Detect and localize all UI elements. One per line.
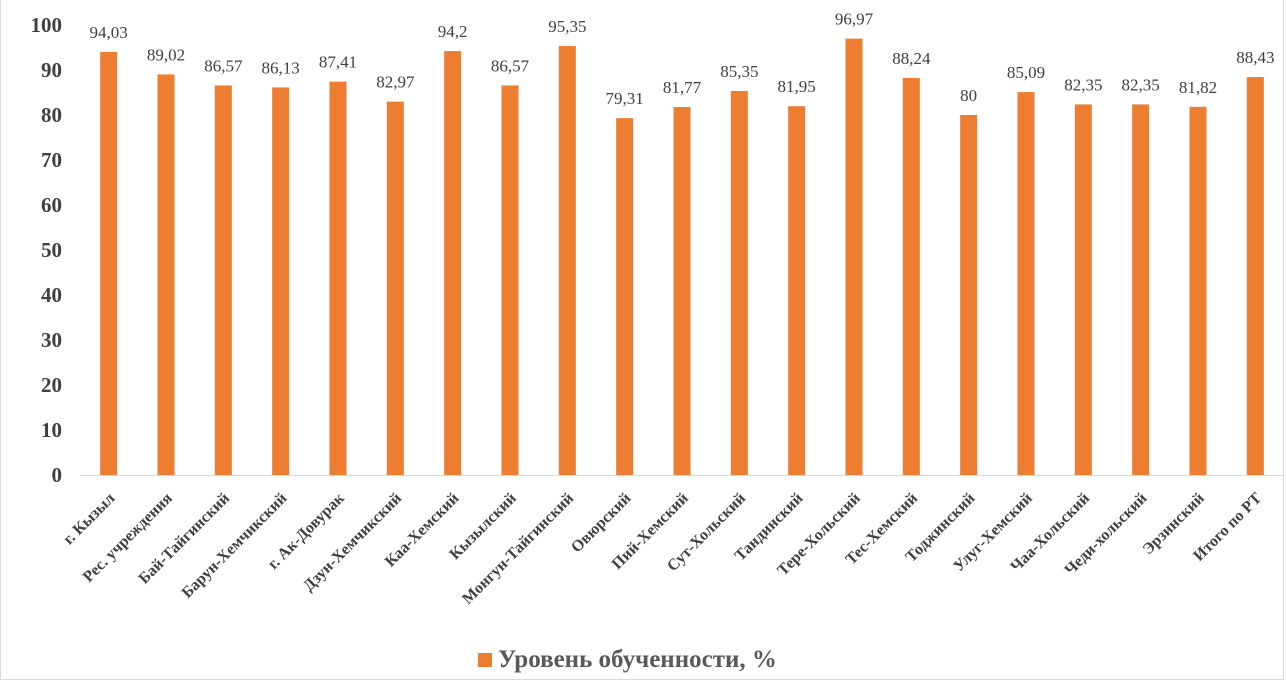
bar [272, 87, 289, 475]
x-tick-label: Монгун-Тайгинский [459, 490, 577, 608]
y-tick-label: 90 [41, 58, 62, 82]
y-tick-label: 70 [41, 148, 62, 172]
data-label: 79,31 [606, 89, 644, 108]
bar [158, 74, 175, 475]
data-label: 96,97 [835, 10, 874, 29]
bar [674, 107, 691, 475]
data-label: 82,35 [1064, 75, 1102, 94]
data-label: 86,57 [204, 56, 243, 75]
bar [1018, 92, 1035, 475]
bar [1247, 77, 1264, 475]
data-label: 81,82 [1179, 78, 1217, 97]
bar [502, 85, 519, 475]
bar [100, 52, 117, 475]
legend-label: Уровень обученности, % [498, 646, 777, 674]
bar [1190, 107, 1207, 475]
bar [330, 82, 347, 475]
data-label: 87,41 [319, 53, 357, 72]
bar [1075, 104, 1092, 475]
y-tick-label: 30 [41, 328, 62, 352]
data-label: 85,09 [1007, 63, 1045, 82]
data-label: 86,57 [491, 56, 530, 75]
data-label: 82,97 [376, 73, 415, 92]
bar [903, 78, 920, 475]
y-tick-label: 0 [52, 463, 63, 487]
bar [960, 115, 977, 475]
data-label: 81,77 [663, 78, 702, 97]
bar [1132, 104, 1149, 475]
y-tick-label: 40 [41, 283, 62, 307]
bar [444, 51, 461, 475]
data-label: 88,24 [892, 49, 931, 68]
x-tick-label: г. Кызыл [60, 490, 118, 548]
y-tick-label: 80 [41, 103, 62, 127]
data-label: 88,43 [1236, 48, 1274, 67]
data-label: 81,95 [778, 77, 816, 96]
y-tick-label: 20 [41, 373, 62, 397]
y-tick-label: 50 [41, 238, 62, 262]
data-label: 85,35 [720, 62, 758, 81]
data-label: 89,02 [147, 45, 185, 64]
legend: Уровень обученности, % [478, 646, 777, 674]
bar [788, 106, 805, 475]
x-tick-label: Барун-Хемчикский [179, 490, 291, 602]
data-label: 94,2 [438, 22, 468, 41]
bar [846, 39, 863, 475]
data-label: 95,35 [548, 17, 586, 36]
data-label: 86,13 [262, 58, 300, 77]
data-label: 82,35 [1122, 75, 1160, 94]
bar [731, 91, 748, 475]
bar [387, 102, 404, 475]
data-label: 80 [960, 86, 977, 105]
bar [215, 85, 232, 475]
bar [559, 46, 576, 475]
y-tick-label: 60 [41, 193, 62, 217]
y-tick-label: 10 [41, 418, 62, 442]
data-label: 94,03 [90, 23, 128, 42]
x-tick-label: Дзун-Хемчикский [300, 490, 405, 595]
bar [616, 118, 633, 475]
y-tick-label: 100 [31, 13, 63, 37]
legend-swatch [478, 653, 492, 667]
